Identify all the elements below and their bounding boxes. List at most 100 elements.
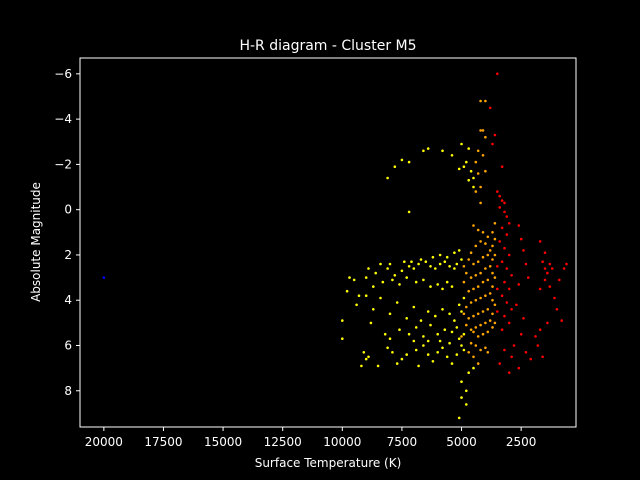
star-point xyxy=(467,147,471,150)
star-point xyxy=(102,276,106,279)
star-point xyxy=(486,278,490,282)
star-point xyxy=(472,355,475,359)
star-point xyxy=(491,326,494,329)
star-point xyxy=(496,310,499,313)
star-point xyxy=(491,298,494,302)
star-point xyxy=(434,267,437,270)
y-tick-label: 8 xyxy=(64,384,72,398)
star-point xyxy=(560,319,563,322)
star-point xyxy=(481,231,485,234)
star-point xyxy=(462,296,466,300)
x-tick-label: 12500 xyxy=(264,435,302,449)
star-point xyxy=(474,190,478,193)
star-point xyxy=(472,314,475,318)
star-point xyxy=(481,154,485,157)
star-point xyxy=(436,332,440,336)
star-point xyxy=(465,271,468,275)
star-point xyxy=(507,222,511,225)
star-point xyxy=(515,303,518,307)
star-point xyxy=(479,240,482,243)
star-point xyxy=(410,260,413,264)
star-point xyxy=(479,99,482,103)
star-point xyxy=(538,328,542,332)
star-point xyxy=(426,339,430,343)
star-point xyxy=(455,353,459,356)
star-point xyxy=(426,310,430,313)
star-point xyxy=(496,72,499,76)
star-point xyxy=(481,129,485,132)
star-point xyxy=(498,206,502,209)
star-point xyxy=(398,283,401,286)
star-point xyxy=(481,310,485,313)
star-point xyxy=(441,308,444,311)
star-point xyxy=(565,262,568,266)
star-point xyxy=(369,321,373,325)
star-point xyxy=(412,305,416,309)
star-point xyxy=(476,172,480,175)
star-point xyxy=(491,271,494,275)
star-point xyxy=(500,226,504,230)
star-point xyxy=(467,178,471,182)
star-point xyxy=(550,267,554,270)
star-point xyxy=(517,224,521,227)
star-point xyxy=(536,344,540,347)
star-point xyxy=(479,271,482,275)
star-point xyxy=(441,287,444,291)
star-point xyxy=(372,308,375,311)
star-point xyxy=(484,135,487,139)
star-point xyxy=(445,255,449,259)
star-point xyxy=(391,278,394,282)
star-point xyxy=(445,355,449,359)
x-axis-ticks: 20000 17500 15000 12500 10000 7500 5000 2500 xyxy=(85,427,536,449)
star-point xyxy=(484,294,487,298)
y-axis-ticks: −6 −4 −2 0 2 4 6 8 xyxy=(54,67,80,398)
star-point xyxy=(429,265,432,268)
star-point xyxy=(469,341,473,345)
star-point xyxy=(543,251,547,254)
star-point xyxy=(507,321,511,325)
star-point xyxy=(541,260,544,264)
star-point xyxy=(522,249,525,252)
star-point xyxy=(505,233,509,236)
star-point xyxy=(558,278,561,282)
star-point xyxy=(507,253,511,257)
star-point xyxy=(479,129,482,132)
star-point xyxy=(345,289,349,293)
star-point xyxy=(484,321,487,325)
star-point xyxy=(465,389,468,393)
star-point xyxy=(476,335,480,338)
star-point xyxy=(467,317,471,320)
star-point xyxy=(541,355,544,359)
star-point xyxy=(538,240,542,243)
star-point xyxy=(341,337,344,341)
star-point xyxy=(486,351,490,354)
star-point xyxy=(479,296,482,300)
star-point xyxy=(460,344,463,347)
star-point xyxy=(543,267,547,270)
star-point xyxy=(486,308,490,311)
star-point xyxy=(453,251,456,254)
star-point xyxy=(510,274,513,277)
star-point xyxy=(562,267,566,270)
star-point xyxy=(438,262,442,266)
star-point xyxy=(543,278,547,282)
star-point xyxy=(450,154,454,157)
x-tick-label: 17500 xyxy=(144,435,182,449)
star-point xyxy=(364,357,368,361)
star-point xyxy=(436,283,440,286)
star-point xyxy=(388,312,392,316)
star-point xyxy=(422,344,425,347)
star-point xyxy=(405,317,409,320)
star-point xyxy=(469,169,473,173)
star-point xyxy=(457,249,461,252)
star-point xyxy=(407,332,411,336)
star-point xyxy=(503,280,506,284)
star-point xyxy=(403,260,406,264)
star-point xyxy=(486,330,490,334)
star-point xyxy=(407,210,411,214)
star-point xyxy=(474,326,478,329)
y-tick-label: 0 xyxy=(64,203,72,217)
star-point xyxy=(476,312,480,316)
